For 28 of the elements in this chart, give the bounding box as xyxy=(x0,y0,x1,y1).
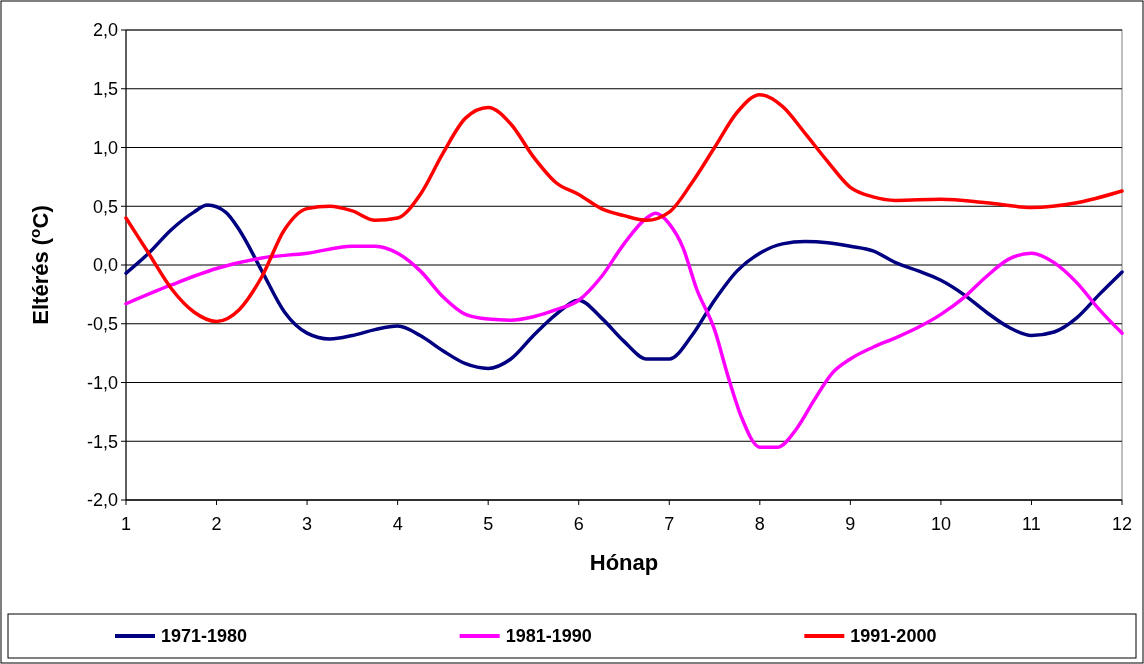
x-tick-label: 10 xyxy=(930,514,951,534)
x-tick-label: 2 xyxy=(211,514,222,534)
legend-label: 1981-1990 xyxy=(505,626,592,647)
x-tick-label: 11 xyxy=(1022,514,1041,534)
x-tick-label: 5 xyxy=(483,514,494,534)
y-tick-label: -2,0 xyxy=(86,490,118,511)
y-tick-label: 1,5 xyxy=(92,79,118,100)
line-series xyxy=(124,92,1124,324)
line-series xyxy=(124,211,1124,449)
y-tick-label: 2,0 xyxy=(92,20,118,41)
y-tick-label: -0,5 xyxy=(86,314,118,335)
x-tick-label: 4 xyxy=(392,514,403,534)
y-tick-label: 1,0 xyxy=(92,137,118,158)
x-tick-label: 8 xyxy=(754,514,765,534)
y-tick-label: -1,5 xyxy=(86,431,118,452)
legend-label: 1971-1980 xyxy=(161,626,248,647)
y-tick-label: 0,5 xyxy=(92,196,118,217)
x-tick-label: 6 xyxy=(573,514,584,534)
y-tick-label: 0,0 xyxy=(92,255,118,276)
x-axis-title: Hónap xyxy=(589,550,659,575)
x-tick-label: 9 xyxy=(845,514,856,534)
x-tick-label: 3 xyxy=(302,514,313,534)
legend-label: 1991-2000 xyxy=(850,626,937,647)
x-tick-label: 12 xyxy=(1111,514,1133,534)
x-tick-label: 1 xyxy=(120,514,132,534)
y-tick-label: -1,0 xyxy=(86,372,118,393)
x-tick-label: 7 xyxy=(664,514,675,534)
line-series xyxy=(124,203,1124,371)
